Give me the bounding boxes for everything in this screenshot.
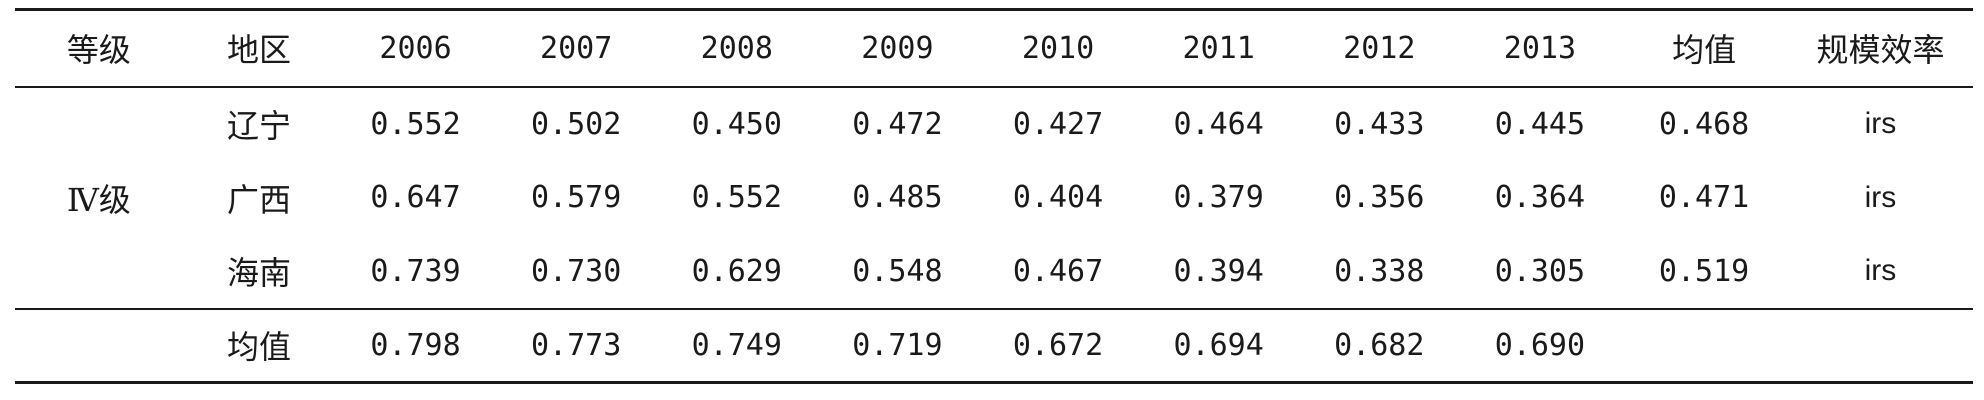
region-cell: 广西	[226, 180, 291, 219]
mean-value-cell: 0.672	[1012, 327, 1104, 363]
mean-value-cell: 0.694	[1173, 327, 1264, 363]
value-cell: 0.464	[1173, 106, 1264, 142]
mean-cell: 0.468	[1658, 106, 1750, 142]
header-year: 2013	[1503, 30, 1577, 66]
table-row: 广西 0.647 0.579 0.552 0.485 0.404 0.379 0…	[15, 161, 1973, 235]
empty-mean-cell	[1620, 309, 1788, 383]
value-cell: 0.404	[1012, 180, 1104, 215]
value-cell: 0.394	[1173, 253, 1264, 289]
region-cell: 辽宁	[226, 107, 291, 145]
header-year: 2010	[1021, 30, 1095, 66]
header-year: 2009	[861, 30, 934, 66]
table-row: Ⅳ级 辽宁 0.552 0.502 0.450 0.472 0.427 0.46…	[15, 87, 1973, 219]
value-cell: 0.445	[1494, 106, 1586, 142]
header-region: 地区	[226, 31, 291, 70]
value-cell: 0.338	[1334, 253, 1425, 289]
mean-value-cell: 0.682	[1334, 327, 1425, 363]
header-grade: 等级	[66, 31, 131, 70]
value-cell: 0.552	[691, 180, 782, 215]
value-cell: 0.364	[1494, 180, 1586, 215]
mean-value-cell: 0.798	[370, 327, 461, 363]
scale-efficiency-cell: irs	[1864, 254, 1897, 287]
scale-efficiency-cell: irs	[1864, 107, 1897, 140]
value-cell: 0.356	[1334, 180, 1425, 215]
value-cell: 0.305	[1494, 253, 1586, 289]
value-cell: 0.552	[370, 106, 461, 142]
value-cell: 0.647	[370, 180, 461, 215]
value-cell: 0.502	[531, 106, 622, 142]
value-cell: 0.467	[1012, 253, 1104, 289]
region-cell: 海南	[226, 254, 291, 292]
efficiency-table: 等级 地区 2006 2007 2008 2009 2010 2011 2012…	[15, 8, 1973, 384]
header-year: 2012	[1343, 30, 1416, 66]
grade-label: Ⅳ级	[66, 180, 131, 219]
mean-cell: 0.519	[1658, 253, 1750, 289]
mean-value-cell: 0.719	[852, 327, 943, 363]
header-row: 等级 地区 2006 2007 2008 2009 2010 2011 2012…	[15, 9, 1973, 87]
efficiency-table-container: 等级 地区 2006 2007 2008 2009 2010 2011 2012…	[15, 8, 1973, 384]
mean-row-label: 均值	[226, 328, 291, 367]
value-cell: 0.629	[691, 253, 782, 289]
value-cell: 0.579	[531, 180, 622, 215]
mean-value-cell: 0.690	[1494, 327, 1586, 363]
mean-value-cell: 0.749	[691, 327, 782, 363]
value-cell: 0.548	[852, 253, 943, 289]
header-mean: 均值	[1672, 31, 1737, 70]
value-cell: 0.427	[1012, 106, 1104, 142]
value-cell: 0.739	[370, 253, 461, 289]
value-cell: 0.730	[531, 253, 622, 289]
header-scale-efficiency: 规模效率	[1816, 31, 1945, 70]
value-cell: 0.433	[1334, 106, 1425, 142]
header-year: 2007	[540, 30, 613, 66]
mean-row: 均值 0.798 0.773 0.749 0.719 0.672 0.694 0…	[15, 308, 1973, 383]
empty-efficiency-cell	[1788, 309, 1973, 383]
value-cell: 0.472	[852, 106, 943, 142]
value-cell: 0.485	[852, 180, 943, 215]
mean-value-cell: 0.773	[531, 327, 622, 363]
table-row: 海南 0.739 0.730 0.629 0.548 0.467 0.394 0…	[15, 235, 1973, 309]
value-cell: 0.450	[691, 106, 782, 142]
empty-grade-cell	[15, 309, 183, 383]
value-cell: 0.379	[1173, 180, 1264, 215]
header-year: 2011	[1182, 30, 1255, 66]
header-year: 2006	[379, 30, 452, 66]
mean-cell: 0.471	[1658, 180, 1750, 215]
header-year: 2008	[700, 30, 773, 66]
scale-efficiency-cell: irs	[1864, 180, 1897, 214]
